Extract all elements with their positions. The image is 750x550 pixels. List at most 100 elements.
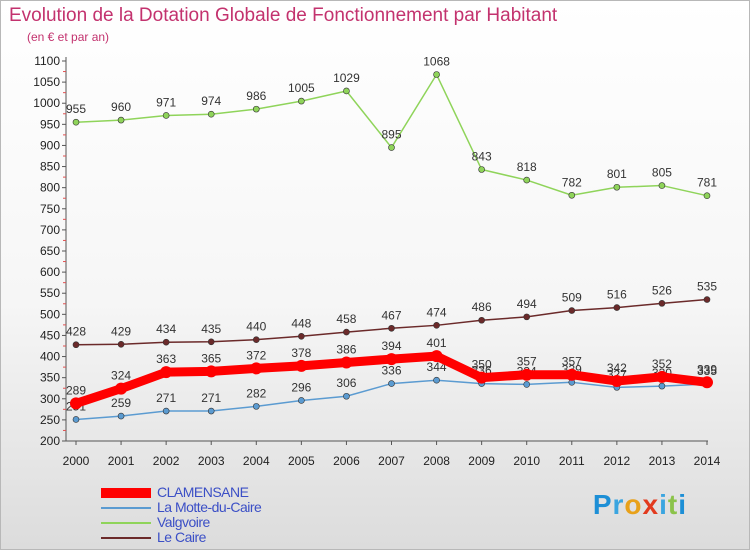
data-point (298, 97, 305, 105)
x-tick-label: 2006 (333, 454, 360, 468)
legend-label: La Motte-du-Caire (157, 499, 262, 515)
data-point (523, 176, 531, 184)
data-label: 805 (652, 166, 672, 180)
data-label: 782 (562, 175, 582, 189)
data-point (610, 375, 623, 388)
y-tick-label: 450 (40, 328, 60, 342)
series-la-motte-du-caire: 2512592712712822963063363443363343393273… (66, 360, 717, 423)
data-label: 429 (111, 324, 131, 338)
data-label: 365 (201, 351, 221, 365)
data-label: 1068 (423, 55, 450, 69)
data-label: 494 (517, 297, 537, 311)
data-point (343, 328, 350, 336)
data-label: 372 (246, 348, 266, 362)
data-point (701, 376, 713, 389)
data-label: 895 (381, 128, 401, 142)
data-point (388, 380, 395, 387)
data-point (252, 105, 260, 113)
logo-letter: i (659, 489, 668, 520)
x-tick-label: 2009 (468, 454, 495, 468)
legend-swatch (101, 522, 151, 524)
data-point (160, 366, 173, 379)
data-label: 1029 (333, 71, 360, 85)
data-label: 1005 (288, 81, 315, 95)
data-point (658, 382, 666, 390)
data-point (72, 341, 80, 349)
data-label: 440 (246, 320, 266, 334)
series-le-caire: 428 429 434 435 440 448 458 467 474 486 494 509 516 5… (66, 280, 717, 349)
y-tick-label: 850 (40, 160, 60, 174)
data-point (117, 116, 125, 124)
data-label: 843 (472, 150, 492, 164)
data-label: 339 (697, 362, 717, 376)
legend-label: Le Caire (157, 529, 206, 545)
data-point (295, 359, 308, 372)
legend-swatch (101, 507, 151, 509)
data-point (340, 356, 353, 369)
data-point (523, 313, 531, 321)
x-tick-label: 2000 (63, 454, 90, 468)
data-label: 986 (246, 89, 266, 103)
data-label: 324 (111, 369, 131, 383)
x-tick-label: 2014 (694, 454, 721, 468)
data-label: 344 (427, 360, 447, 374)
line-chart: 200 250 300 350 400 450 500 550 600 650 700 750 800 8… (33, 54, 721, 468)
y-tick-label: 800 (40, 181, 60, 195)
data-label: 781 (697, 176, 717, 190)
data-point (658, 182, 666, 189)
data-point (117, 341, 125, 348)
x-tick-label: 2008 (423, 454, 450, 468)
data-point (252, 336, 260, 343)
y-tick-label: 500 (40, 307, 60, 321)
x-tick-label: 2010 (513, 454, 540, 468)
data-point (703, 192, 711, 199)
chart-title: Evolution de la Dotation Globale de Fonc… (9, 5, 558, 26)
data-point (117, 412, 125, 420)
y-tick-label: 400 (40, 350, 60, 364)
data-label: 458 (336, 312, 356, 326)
data-label: 435 (201, 322, 221, 336)
y-tick-label: 950 (40, 117, 60, 131)
data-label: 271 (201, 391, 221, 405)
y-tick-label: 200 (40, 434, 60, 448)
data-point (72, 118, 80, 126)
chart-subtitle: (en € et par an) (27, 30, 110, 44)
data-label: 271 (156, 391, 176, 405)
y-tick-label: 1000 (33, 96, 60, 110)
data-point (475, 371, 488, 384)
data-point (658, 300, 666, 307)
y-tick-label: 550 (40, 286, 60, 300)
data-label: 486 (472, 300, 492, 314)
data-label: 394 (381, 339, 401, 353)
data-point (388, 324, 395, 332)
data-label: 818 (517, 160, 537, 174)
data-point (703, 296, 711, 303)
y-tick-label: 750 (40, 202, 60, 216)
data-point (298, 332, 305, 340)
y-tick-label: 250 (40, 413, 60, 427)
data-point (655, 370, 668, 383)
data-label: 386 (336, 342, 356, 356)
y-tick-label: 300 (40, 392, 60, 406)
data-point (478, 316, 485, 324)
data-label: 336 (381, 364, 401, 378)
data-label: 306 (336, 376, 356, 390)
data-label: 448 (291, 316, 311, 330)
data-point (70, 397, 82, 410)
data-point (478, 166, 485, 173)
data-label: 296 (291, 380, 311, 394)
y-tick-label: 700 (40, 223, 60, 237)
logo-letter: i (678, 489, 687, 520)
legend-label: Valgvoire (157, 514, 210, 530)
x-tick-label: 2011 (559, 454, 585, 468)
data-point (343, 87, 350, 95)
y-tick-label: 900 (40, 138, 60, 152)
data-label: 971 (156, 95, 176, 109)
y-tick-label: 1050 (33, 75, 60, 89)
data-point (388, 144, 395, 151)
data-point (613, 183, 621, 191)
data-label: 350 (472, 358, 492, 372)
data-point (72, 416, 80, 423)
logo-letter: x (642, 489, 660, 520)
